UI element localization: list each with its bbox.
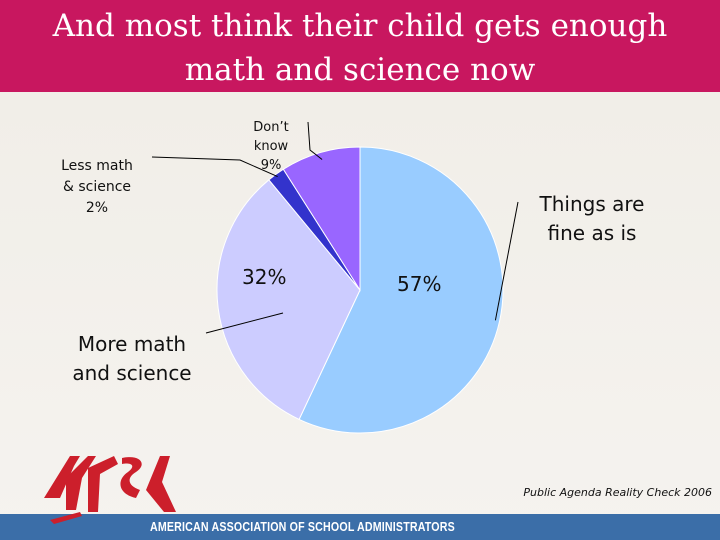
footer-org-name: AMERICAN ASSOCIATION OF SCHOOL ADMINISTR… <box>150 519 455 534</box>
footer-bar <box>0 514 720 540</box>
aasa-logo-mark <box>44 456 176 524</box>
label-less-line-1: Less math <box>61 158 133 174</box>
logo-letterforms <box>44 456 176 524</box>
slide-title-line-2: math and science now <box>184 52 536 88</box>
label-more-line-2: and science <box>72 361 192 385</box>
label-less-pct: 2% <box>85 200 109 216</box>
pct-label-more: 32% <box>242 265 287 289</box>
leader-line-things-fine <box>494 201 519 321</box>
pie-slice-things-are-fine-as-is <box>298 146 504 434</box>
pie-slice-don-t-know <box>282 146 361 292</box>
label-dont-line-1: Don’t <box>253 120 289 135</box>
leader-line-more-math <box>205 312 284 334</box>
pie-slice-more-math-and-science <box>216 179 361 421</box>
label-fine-line-1: Things are <box>539 192 645 216</box>
slide-title-line-1: And most think their child gets enough <box>52 8 668 44</box>
label-fine-line-2: fine as is <box>547 221 637 245</box>
label-dont-line-2: know <box>253 139 289 154</box>
title-bar <box>0 0 720 92</box>
label-less-line-2: & science <box>62 179 132 195</box>
label-dont-pct: 9% <box>260 158 282 173</box>
label-less-math: Less math & science 2% <box>38 156 156 219</box>
source-note: Public Agenda Reality Check 2006 <box>523 486 712 499</box>
label-more-math: More math and science <box>60 330 204 388</box>
label-more-line-1: More math <box>77 332 187 356</box>
leader-line-dont-know <box>307 121 323 160</box>
label-dont-know: Don’t know 9% <box>236 118 306 175</box>
slide-title: And most think their child gets enough m… <box>0 4 720 92</box>
leader-line-less-math <box>151 156 278 178</box>
label-things-fine: Things are fine as is <box>520 190 664 248</box>
pct-label-fine: 57% <box>397 272 442 296</box>
